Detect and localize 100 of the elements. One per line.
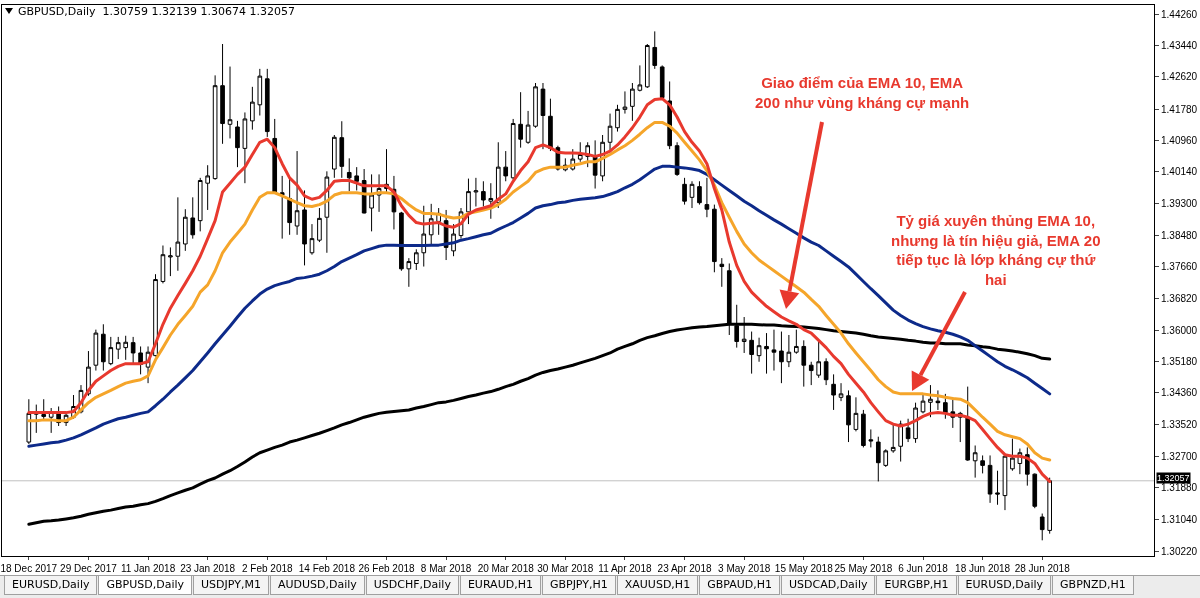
candlestick	[980, 454, 985, 474]
candlestick	[928, 384, 933, 418]
x-tick-label: 11 Apr 2018	[598, 563, 652, 574]
x-tick-label: 11 Jan 2018	[120, 563, 176, 574]
x-tick-label: 18 Jun 2018	[955, 563, 1011, 574]
x-tick-label: 20 Mar 2018	[477, 563, 535, 574]
candlestick	[749, 331, 754, 375]
candlestick	[935, 389, 941, 411]
annotation: Giao điểm của EMA 10, EMA 200 như vùng kháng cự mạnh	[755, 74, 970, 111]
candlestick	[413, 248, 419, 271]
x-tick-label: 23 Apr 2018	[657, 563, 712, 574]
candlestick	[354, 166, 360, 191]
candlestick	[153, 273, 158, 357]
candlestick	[317, 207, 322, 243]
y-tick-label: 1.34360	[1161, 387, 1198, 399]
x-tick-label: 26 Feb 2018	[358, 563, 416, 574]
y-tick-label: 1.40140	[1161, 166, 1198, 178]
x-tick-label: 14 Feb 2018	[298, 563, 356, 574]
annotation: Tỷ giá xuyên thủng EMA 10, nhưng là tín hiệu giả, EMA 20 tiếp tục là lớp kháng cự thứ hai	[891, 212, 1101, 288]
x-tick-label: 30 Mar 2018	[537, 563, 594, 574]
candlestick	[160, 245, 166, 284]
candlestick	[108, 336, 114, 366]
candlestick	[175, 196, 181, 272]
y-tick-label: 1.35180	[1161, 355, 1198, 367]
candlestick	[890, 423, 896, 454]
y-tick-label: 1.31040	[1161, 514, 1198, 526]
candlestick	[406, 257, 412, 288]
candlestick	[838, 382, 844, 402]
text: EURAUD,H1	[459, 576, 541, 595]
candlestick	[518, 91, 523, 149]
candlestick	[26, 398, 32, 445]
x-tick-label: 3 May 2018	[718, 563, 771, 574]
candlestick	[905, 418, 911, 443]
candlestick	[235, 120, 240, 168]
candlestick	[1032, 472, 1038, 509]
candlestick	[630, 82, 635, 122]
candlestick	[1002, 454, 1008, 511]
candlestick	[756, 337, 762, 363]
candlestick	[495, 141, 501, 209]
candlestick	[421, 205, 427, 268]
candlestick	[510, 118, 516, 181]
candlestick	[674, 141, 680, 177]
candlestick	[577, 141, 583, 163]
candlestick	[242, 111, 248, 184]
candlestick	[182, 208, 188, 252]
candlestick	[943, 393, 948, 420]
x-tick-label: 28 Jun 2018	[1014, 563, 1071, 574]
x-tick-label: 15 May 2018	[774, 563, 834, 574]
candlestick	[346, 157, 352, 192]
text: AUDUSD,Daily	[269, 576, 365, 595]
candlestick	[93, 329, 99, 372]
candlestick	[652, 30, 658, 70]
y-tick-label: 1.38480	[1161, 229, 1198, 241]
candlestick	[846, 389, 851, 443]
candlestick	[868, 428, 874, 448]
candlestick	[302, 189, 307, 266]
candlestick	[339, 120, 345, 179]
candlestick	[682, 177, 687, 206]
candlestick	[212, 74, 218, 181]
candlestick	[764, 332, 769, 375]
candlestick	[369, 173, 374, 232]
y-tick-label: 1.36820	[1161, 293, 1198, 305]
candlestick	[853, 396, 859, 432]
candlestick	[965, 386, 971, 462]
y-tick-label: 1.43440	[1161, 40, 1198, 52]
candlestick	[399, 211, 404, 272]
y-tick-label: 1.30220	[1161, 545, 1198, 557]
text: USDJPY,M1	[193, 576, 269, 595]
candlestick	[622, 90, 628, 115]
x-tick-label: 25 May 2018	[834, 563, 893, 574]
text: GBPAUD,H1	[699, 576, 780, 595]
candlestick	[883, 448, 889, 468]
y-tick-label: 1.39300	[1161, 198, 1198, 210]
candlestick	[615, 104, 620, 133]
candlestick	[831, 373, 836, 411]
candlestick	[697, 180, 702, 206]
candlestick	[607, 113, 613, 152]
candlestick	[704, 177, 710, 218]
text: GBPNZD,H1	[1052, 576, 1134, 595]
candlestick	[473, 177, 479, 208]
candlestick	[101, 323, 106, 372]
x-tick-label: 6 Jun 2018	[898, 563, 949, 574]
y-tick-label: 1.37660	[1161, 261, 1198, 273]
candlestick	[503, 150, 509, 182]
text: GBPUSD,Daily	[98, 576, 193, 595]
candlestick	[168, 246, 173, 277]
candlestick	[644, 43, 650, 89]
candlestick	[115, 336, 121, 360]
text: GBPJPY,H1	[541, 576, 616, 595]
x-tick-label: 23 Jan 2018	[180, 563, 236, 574]
candlestick	[466, 178, 471, 225]
y-tick-label: 1.36000	[1161, 324, 1198, 336]
candlestick	[123, 335, 129, 361]
candlestick	[719, 257, 725, 288]
text: EURGBP,H1	[876, 576, 957, 595]
candlestick	[540, 82, 546, 150]
candlestick	[920, 393, 926, 414]
candlestick	[525, 110, 531, 145]
candlestick	[861, 409, 866, 448]
candlestick	[205, 164, 210, 211]
